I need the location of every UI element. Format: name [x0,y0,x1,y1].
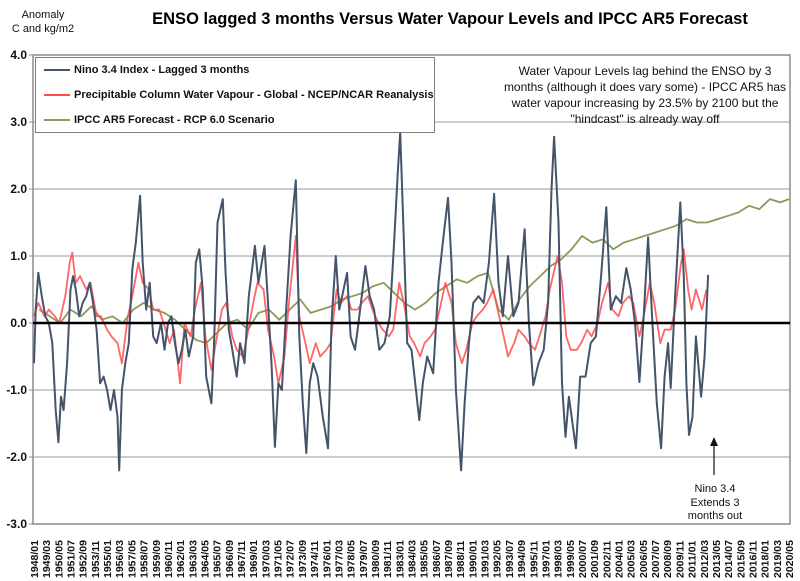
x-tick-label: 1960/11 [163,540,175,578]
x-tick-label: 1950/05 [53,540,65,578]
x-tick-label: 1977/03 [333,540,345,578]
x-tick-label: 1971/05 [273,540,285,578]
x-tick-label: 2013/05 [711,540,723,578]
x-tick-label: 2009/11 [674,540,686,578]
legend-label-water-vapour: Precipitable Column Water Vapour - Globa… [74,89,434,101]
series-line-nino34 [33,131,710,472]
y-axis-label: Anomaly C and kg/m2 [4,8,82,36]
y-tick-label: 2.0 [10,182,27,196]
x-tick-label: 1967/11 [236,540,248,578]
x-tick-label: 1955/01 [102,540,114,578]
x-tick-label: 1964/05 [199,540,211,578]
y-axis-label-line-1: Anomaly [21,9,65,21]
x-tick-label: 1980/09 [370,540,382,578]
legend-item-ipcc: IPCC AR5 Forecast - RCP 6.0 Scenario [44,113,275,127]
x-tick-label: 2018/01 [760,540,772,578]
x-tick-label: 1965/07 [212,540,224,578]
x-tick-label: 2014/07 [723,540,735,578]
x-tick-label: 1983/01 [394,540,406,578]
x-tick-label: 2001/09 [589,540,601,578]
arrow-annotation-line-3: months out [687,510,743,522]
x-tick-label: 2002/11 [601,540,613,578]
y-tick-label: 0.0 [10,316,27,330]
x-tick-label: 1978/05 [346,540,358,578]
x-tick-label: 1979/07 [358,540,370,578]
x-tick-label: 1973/09 [297,540,309,578]
x-tick-label: 1951/07 [66,540,78,578]
x-tick-label: 1998/03 [553,540,565,578]
arrow-annotation-line-2: Extends 3 [690,496,740,509]
y-tick-label: 1.0 [10,249,27,263]
x-tick-label: 1997/01 [540,540,552,578]
x-tick-label: 1993/07 [504,540,516,578]
x-tick-label: 1949/03 [41,540,53,578]
y-tick-label: -2.0 [6,450,27,464]
x-tick-label: 1970/03 [260,540,272,578]
x-tick-label: 1974/11 [309,540,321,578]
legend-swatch-water-vapour [44,94,70,96]
plot-area [32,54,791,525]
x-tick-label: 1962/01 [175,540,187,578]
x-tick-label: 1991/03 [480,540,492,578]
x-tick-label: 1995/11 [528,540,540,578]
chart-title: ENSO lagged 3 months Versus Water Vapour… [152,10,748,28]
x-tick-label: 2006/05 [638,540,650,578]
x-tick-label: 2008/09 [662,540,674,578]
y-axis-label-line-2: C and kg/m2 [11,23,75,35]
series-line-ipcc-ar5 [38,198,790,344]
annotation-arrow-head-icon [710,437,718,446]
x-tick-label: 1963/03 [187,540,199,578]
x-tick-label: 1994/09 [516,540,528,578]
x-tick-label: 2011/01 [687,540,699,578]
x-tick-label: 1981/11 [382,540,394,578]
x-tick-label: 2007/07 [650,540,662,578]
x-tick-label: 1958/07 [139,540,151,578]
y-tick-label: -1.0 [6,383,27,397]
x-tick-label: 1999/05 [565,540,577,578]
x-tick-label: 2012/03 [699,540,711,578]
x-tick-label: 1966/09 [224,540,236,578]
x-tick-label: 1969/01 [248,540,260,578]
x-tick-label: 2005/03 [626,540,638,578]
x-tick-label: 1952/09 [78,540,90,578]
x-tick-label: 1959/09 [151,540,163,578]
legend-label-nino: Nino 3.4 Index - Lagged 3 months [74,64,250,76]
x-tick-label: 1957/05 [126,540,138,578]
y-tick-label: -3.0 [6,517,27,531]
x-tick-label: 2016/11 [747,540,759,578]
x-tick-label: 2000/07 [577,540,589,578]
legend-item-water-vapour: Precipitable Column Water Vapour - Globa… [44,88,434,102]
legend-item-nino: Nino 3.4 Index - Lagged 3 months [44,63,249,77]
x-tick-label: 1956/03 [114,540,126,578]
x-tick-label: 1986/07 [431,540,443,578]
x-tick-label: 2020/05 [784,540,796,578]
x-tick-label: 1976/01 [321,540,333,578]
x-tick-label: 1987/09 [443,540,455,578]
x-tick-label: 1990/01 [467,540,479,578]
x-tick-label: 1985/05 [419,540,431,578]
x-tick-label: 1988/11 [455,540,467,578]
x-tick-label: 2015/09 [735,540,747,578]
x-tick-label: 1992/05 [492,540,504,578]
x-tick-label: 1953/11 [90,540,102,578]
legend-swatch-nino [44,69,70,71]
legend-label-ipcc: IPCC AR5 Forecast - RCP 6.0 Scenario [74,114,275,126]
arrow-annotation-line-1: Nino 3.4 [694,483,736,495]
legend-swatch-ipcc [44,119,70,121]
y-tick-label: 3.0 [10,115,27,129]
annotation-text: Water Vapour Levels lag behind the ENSO … [503,64,787,126]
x-tick-label: 2019/03 [772,540,784,578]
x-tick-label: 1948/01 [29,540,41,578]
x-tick-label: 1984/03 [407,540,419,578]
legend: Nino 3.4 Index - Lagged 3 months Precipi… [35,57,435,133]
x-tick-label: 1972/07 [285,540,297,578]
y-tick-label: 4.0 [10,48,27,62]
x-tick-label: 2004/01 [614,540,626,578]
arrow-annotation: Nino 3.4 Extends 3 months out [670,483,760,524]
